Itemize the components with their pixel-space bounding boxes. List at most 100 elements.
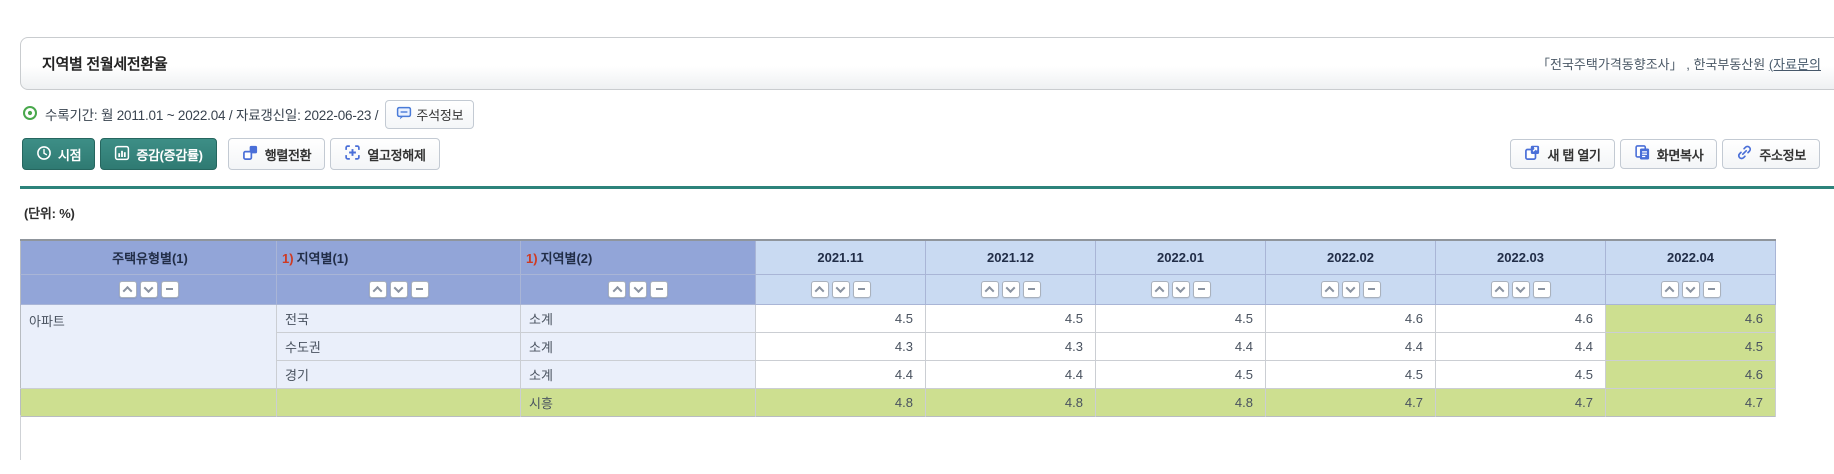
copy-button-label: 화면복사 — [1656, 147, 1704, 163]
transpose-button[interactable]: 행렬전환 — [227, 138, 326, 170]
value-cell: 4.8 — [925, 387, 1096, 416]
sort-asc-button[interactable] — [118, 280, 137, 298]
column-header-2022-04: 2022.04 — [1605, 240, 1776, 275]
value-cell: 4.5 — [925, 303, 1096, 332]
sort-clear-button[interactable] — [410, 280, 429, 298]
region2-cell: 소계 — [520, 331, 756, 360]
value-cell: 4.5 — [1095, 303, 1266, 332]
sort-desc-button[interactable] — [1681, 280, 1700, 298]
transpose-icon — [242, 144, 259, 164]
new-tab-button[interactable]: 새 탭 열기 — [1510, 139, 1615, 169]
chevron-down-icon — [1515, 282, 1526, 293]
value-cell-highlighted: 4.5 — [1605, 331, 1776, 360]
sort-asc-button[interactable] — [368, 280, 387, 298]
sort-clear-button[interactable] — [1702, 280, 1721, 298]
toolbar-left-group: 시점 증감(증감률) 행렬전환 열고정해제 — [22, 138, 440, 170]
sort-cell-2022-03 — [1435, 274, 1606, 305]
footnote-marker: 1) — [526, 250, 538, 266]
screen-copy-button[interactable]: 화면복사 — [1619, 139, 1718, 169]
minus-icon — [1538, 288, 1545, 291]
sort-desc-button[interactable] — [1341, 280, 1360, 298]
sort-desc-button[interactable] — [1511, 280, 1530, 298]
annotation-info-button[interactable]: 주석정보 — [385, 99, 475, 129]
unfreeze-button-label: 열고정해제 — [367, 147, 426, 163]
chevron-down-icon — [835, 282, 846, 293]
column-header-2021-12: 2021.12 — [925, 240, 1096, 275]
sort-desc-button[interactable] — [139, 280, 158, 298]
minus-icon — [655, 288, 663, 291]
sort-desc-button[interactable] — [629, 280, 647, 298]
data-inquiry-link[interactable]: (자료문의 — [1768, 57, 1821, 72]
minus-icon — [1368, 288, 1375, 291]
chevron-down-icon — [143, 282, 154, 293]
chevron-down-icon — [393, 282, 404, 293]
value-cell: 4.4 — [925, 359, 1096, 388]
sort-desc-button[interactable] — [1171, 280, 1190, 298]
sort-clear-button[interactable] — [1362, 280, 1381, 298]
chevron-up-icon — [1494, 285, 1505, 296]
region1-cell — [276, 387, 521, 416]
sort-clear-button[interactable] — [1192, 280, 1211, 298]
sort-clear-button[interactable] — [1022, 280, 1041, 298]
table-row: 수도권 소계 4.3 4.3 4.4 4.4 4.4 4.5 — [21, 331, 1776, 360]
region2-cell: 시흥 — [520, 387, 756, 416]
time-period-button[interactable]: 시점 — [22, 138, 96, 170]
address-info-button[interactable]: 주소정보 — [1722, 139, 1820, 169]
transpose-button-label: 행렬전환 — [264, 147, 312, 163]
value-cell: 4.7 — [1435, 387, 1606, 416]
column-header-region2: 1) 지역별(2) — [520, 240, 756, 275]
record-period-text: 수록기간: 월 2011.01 ~ 2022.04 / 자료갱신일: 2022-… — [45, 108, 379, 123]
title-bar: 지역별 전월세전환율 「전국주택가격동향조사」 , 한국부동산원 (자료문의 — [20, 37, 1834, 90]
sort-cell-housing-type — [20, 274, 277, 305]
chevron-down-icon — [1005, 282, 1016, 293]
column-header-2022-03: 2022.03 — [1435, 240, 1606, 275]
clock-icon — [36, 145, 52, 164]
column-header-region1: 1) 지역별(1) — [276, 240, 521, 275]
unfreeze-icon — [344, 144, 361, 164]
sort-clear-button[interactable] — [1532, 280, 1551, 298]
record-period-icon — [22, 105, 38, 124]
sort-asc-button[interactable] — [1490, 280, 1509, 298]
sort-asc-button[interactable] — [1150, 280, 1169, 298]
minus-icon — [1028, 288, 1035, 291]
sort-clear-button[interactable] — [852, 280, 871, 298]
column-header-2022-01: 2022.01 — [1095, 240, 1266, 275]
sort-desc-button[interactable] — [1001, 280, 1020, 298]
value-cell: 4.7 — [1605, 387, 1776, 416]
value-cell: 4.8 — [755, 387, 926, 416]
value-cell-highlighted: 4.6 — [1605, 303, 1776, 332]
sort-asc-button[interactable] — [608, 280, 626, 298]
chevron-up-icon — [984, 285, 995, 296]
sort-clear-button[interactable] — [160, 280, 179, 298]
delta-button[interactable]: 증감(증감률) — [100, 138, 217, 170]
table-row-highlighted: 시흥 4.8 4.8 4.8 4.7 4.7 4.7 — [20, 387, 1776, 416]
source-citation: 「전국주택가격동향조사」 , 한국부동산원 (자료문의 — [1537, 54, 1834, 73]
sort-desc-button[interactable] — [389, 280, 408, 298]
chevron-up-icon — [814, 285, 825, 296]
unfreeze-columns-button[interactable]: 열고정해제 — [330, 138, 440, 170]
annotation-icon — [396, 105, 412, 124]
sort-cell-region1 — [276, 274, 521, 305]
sort-desc-button[interactable] — [831, 280, 850, 298]
sort-cell-2021-12 — [925, 274, 1096, 305]
header-row-sort-controls — [20, 274, 1776, 305]
sort-asc-button[interactable] — [1320, 280, 1339, 298]
copy-icon — [1634, 144, 1651, 164]
data-table: 주택유형별(1) 1) 지역별(1) 1) 지역별(2) 2021.11 2021.… — [20, 239, 1776, 417]
value-cell: 4.4 — [1265, 331, 1436, 360]
sort-asc-button[interactable] — [810, 280, 829, 298]
link-icon — [1736, 144, 1753, 164]
annotation-button-label: 주석정보 — [416, 107, 464, 123]
sort-cell-2022-01 — [1095, 274, 1266, 305]
unit-label: (단위: %) — [24, 206, 75, 221]
sort-clear-button[interactable] — [650, 280, 668, 298]
table-row: 아파트 전국 소계 4.5 4.5 4.5 4.6 4.6 4.6 — [20, 303, 1776, 388]
sort-cell-2021-11 — [755, 274, 926, 305]
chevron-down-icon — [1345, 282, 1356, 293]
minus-icon — [416, 288, 423, 291]
toolbar: 시점 증감(증감률) 행렬전환 열고정해제 — [22, 137, 1820, 171]
sort-asc-button[interactable] — [1660, 280, 1679, 298]
value-cell-highlighted: 4.6 — [1605, 359, 1776, 388]
sort-asc-button[interactable] — [980, 280, 999, 298]
chevron-up-icon — [122, 285, 133, 296]
